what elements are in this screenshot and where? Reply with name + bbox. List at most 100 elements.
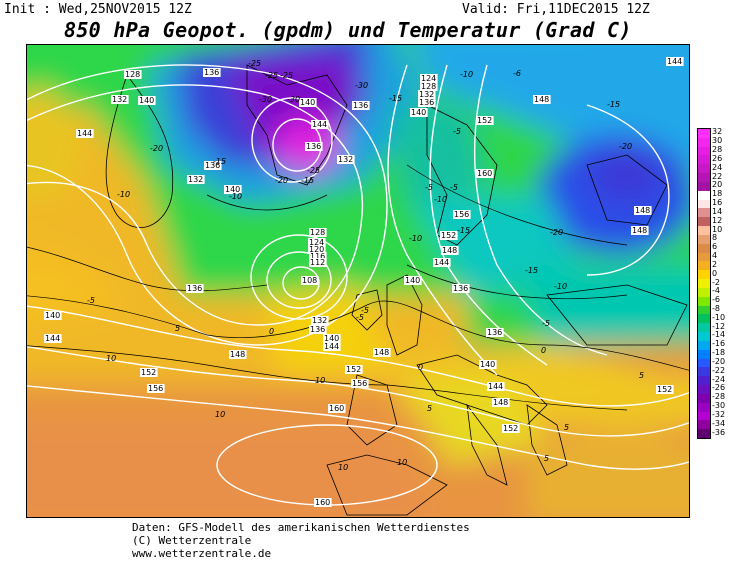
temperature-label: 10 bbox=[215, 410, 225, 419]
color-scale-label: 8 bbox=[712, 233, 718, 243]
height-label: 136 bbox=[204, 161, 222, 170]
color-scale-swatch bbox=[698, 129, 710, 139]
temperature-label: -5 bbox=[542, 319, 550, 328]
temperature-label: -30 bbox=[355, 81, 368, 90]
color-scale-label: 16 bbox=[712, 198, 723, 208]
color-scale-swatch bbox=[698, 243, 710, 254]
temperature-label: -15 bbox=[213, 157, 226, 166]
svg-text:0: 0 bbox=[541, 346, 546, 355]
temperature-label: -5 bbox=[356, 313, 364, 322]
svg-text:-5: -5 bbox=[453, 127, 461, 136]
svg-text:144: 144 bbox=[434, 258, 449, 267]
svg-text:160: 160 bbox=[477, 169, 492, 178]
height-label: 120 bbox=[308, 245, 326, 254]
svg-text:-10: -10 bbox=[554, 282, 567, 291]
height-label: 148 bbox=[229, 350, 247, 359]
height-label: 140 bbox=[138, 96, 156, 105]
height-label: 160 bbox=[476, 169, 494, 178]
height-label: 136 bbox=[486, 328, 504, 337]
svg-text:140: 140 bbox=[324, 334, 339, 343]
svg-text:140: 140 bbox=[405, 276, 420, 285]
color-scale-label: 22 bbox=[712, 171, 723, 181]
svg-text:-10: -10 bbox=[434, 195, 447, 204]
svg-text:148: 148 bbox=[534, 95, 549, 104]
color-scale-label: -6 bbox=[712, 295, 720, 305]
svg-text:-15: -15 bbox=[389, 94, 402, 103]
height-label: 132 bbox=[311, 316, 329, 325]
color-scale-label: -8 bbox=[712, 303, 720, 313]
color-scale-swatch bbox=[698, 173, 710, 183]
temperature-label: -5 bbox=[361, 306, 369, 315]
svg-text:10: 10 bbox=[106, 354, 116, 363]
svg-text:136: 136 bbox=[306, 142, 321, 151]
temperature-label: -25 bbox=[280, 71, 293, 80]
svg-text:144: 144 bbox=[77, 129, 92, 138]
svg-text:132: 132 bbox=[188, 175, 203, 184]
color-scale-swatch bbox=[698, 155, 710, 165]
height-label: 140 bbox=[404, 276, 422, 285]
height-label: 144 bbox=[44, 334, 62, 343]
svg-text:140: 140 bbox=[45, 311, 60, 320]
height-label: 148 bbox=[373, 348, 391, 357]
svg-text:136: 136 bbox=[204, 68, 219, 77]
svg-text:-20: -20 bbox=[550, 228, 563, 237]
temperature-label: -20 bbox=[619, 142, 632, 151]
height-label: 140 bbox=[410, 108, 428, 117]
color-scale-label: 10 bbox=[712, 224, 723, 234]
svg-text:148: 148 bbox=[635, 206, 650, 215]
temperature-label: -5 bbox=[450, 183, 458, 192]
temperature-label: 0 bbox=[541, 346, 546, 355]
height-label: 152 bbox=[476, 116, 494, 125]
height-label: 152 bbox=[656, 385, 674, 394]
color-scale-swatch bbox=[698, 226, 710, 236]
svg-text:156: 156 bbox=[352, 379, 367, 388]
color-scale-swatch bbox=[698, 279, 710, 289]
svg-text:-5: -5 bbox=[542, 319, 550, 328]
svg-text:152: 152 bbox=[441, 231, 456, 240]
color-scale-label: -18 bbox=[712, 348, 726, 358]
color-scale-label: 24 bbox=[712, 162, 723, 172]
height-label: 124 bbox=[420, 74, 438, 83]
svg-text:156: 156 bbox=[148, 384, 163, 393]
svg-text:-5: -5 bbox=[87, 296, 95, 305]
svg-text:132: 132 bbox=[112, 95, 127, 104]
temperature-label: -20 bbox=[550, 228, 563, 237]
temperature-label: -5 bbox=[453, 127, 461, 136]
svg-text:148: 148 bbox=[493, 398, 508, 407]
color-scale-swatch bbox=[698, 208, 710, 218]
svg-text:5: 5 bbox=[175, 324, 180, 333]
temperature-field bbox=[27, 45, 689, 517]
svg-text:124: 124 bbox=[421, 74, 436, 83]
color-scale-swatch bbox=[698, 385, 710, 395]
temperature-label: 5 bbox=[639, 371, 644, 380]
color-scale-label: 12 bbox=[712, 215, 723, 225]
color-scale-label: 18 bbox=[712, 189, 723, 199]
svg-text:148: 148 bbox=[374, 348, 389, 357]
height-label: 152 bbox=[345, 365, 363, 374]
temperature-label: 5 bbox=[564, 423, 569, 432]
temperature-label: 5 bbox=[544, 454, 549, 463]
temperature-label: -5 bbox=[87, 296, 95, 305]
color-scale-swatch bbox=[698, 429, 710, 439]
svg-text:152: 152 bbox=[141, 368, 156, 377]
svg-text:148: 148 bbox=[230, 350, 245, 359]
temperature-label: 10 bbox=[397, 458, 407, 467]
temperature-label: -6 bbox=[513, 69, 521, 78]
svg-text:-30: -30 bbox=[355, 81, 368, 90]
svg-text:-25: -25 bbox=[280, 71, 293, 80]
svg-text:5: 5 bbox=[427, 404, 432, 413]
height-label: 144 bbox=[323, 342, 341, 351]
color-scale-label: 26 bbox=[712, 153, 723, 163]
color-scale-swatch bbox=[698, 234, 710, 245]
temperature-label: 0 bbox=[269, 327, 274, 336]
height-label: 140 bbox=[479, 360, 497, 369]
svg-text:152: 152 bbox=[477, 116, 492, 125]
height-label: 148 bbox=[492, 398, 510, 407]
temperature-label: -20 bbox=[150, 144, 163, 153]
svg-text:5: 5 bbox=[564, 423, 569, 432]
height-label: 148 bbox=[634, 206, 652, 215]
height-label: 160 bbox=[328, 404, 346, 413]
height-label: 136 bbox=[186, 284, 204, 293]
svg-text:-30: -30 bbox=[287, 95, 300, 104]
